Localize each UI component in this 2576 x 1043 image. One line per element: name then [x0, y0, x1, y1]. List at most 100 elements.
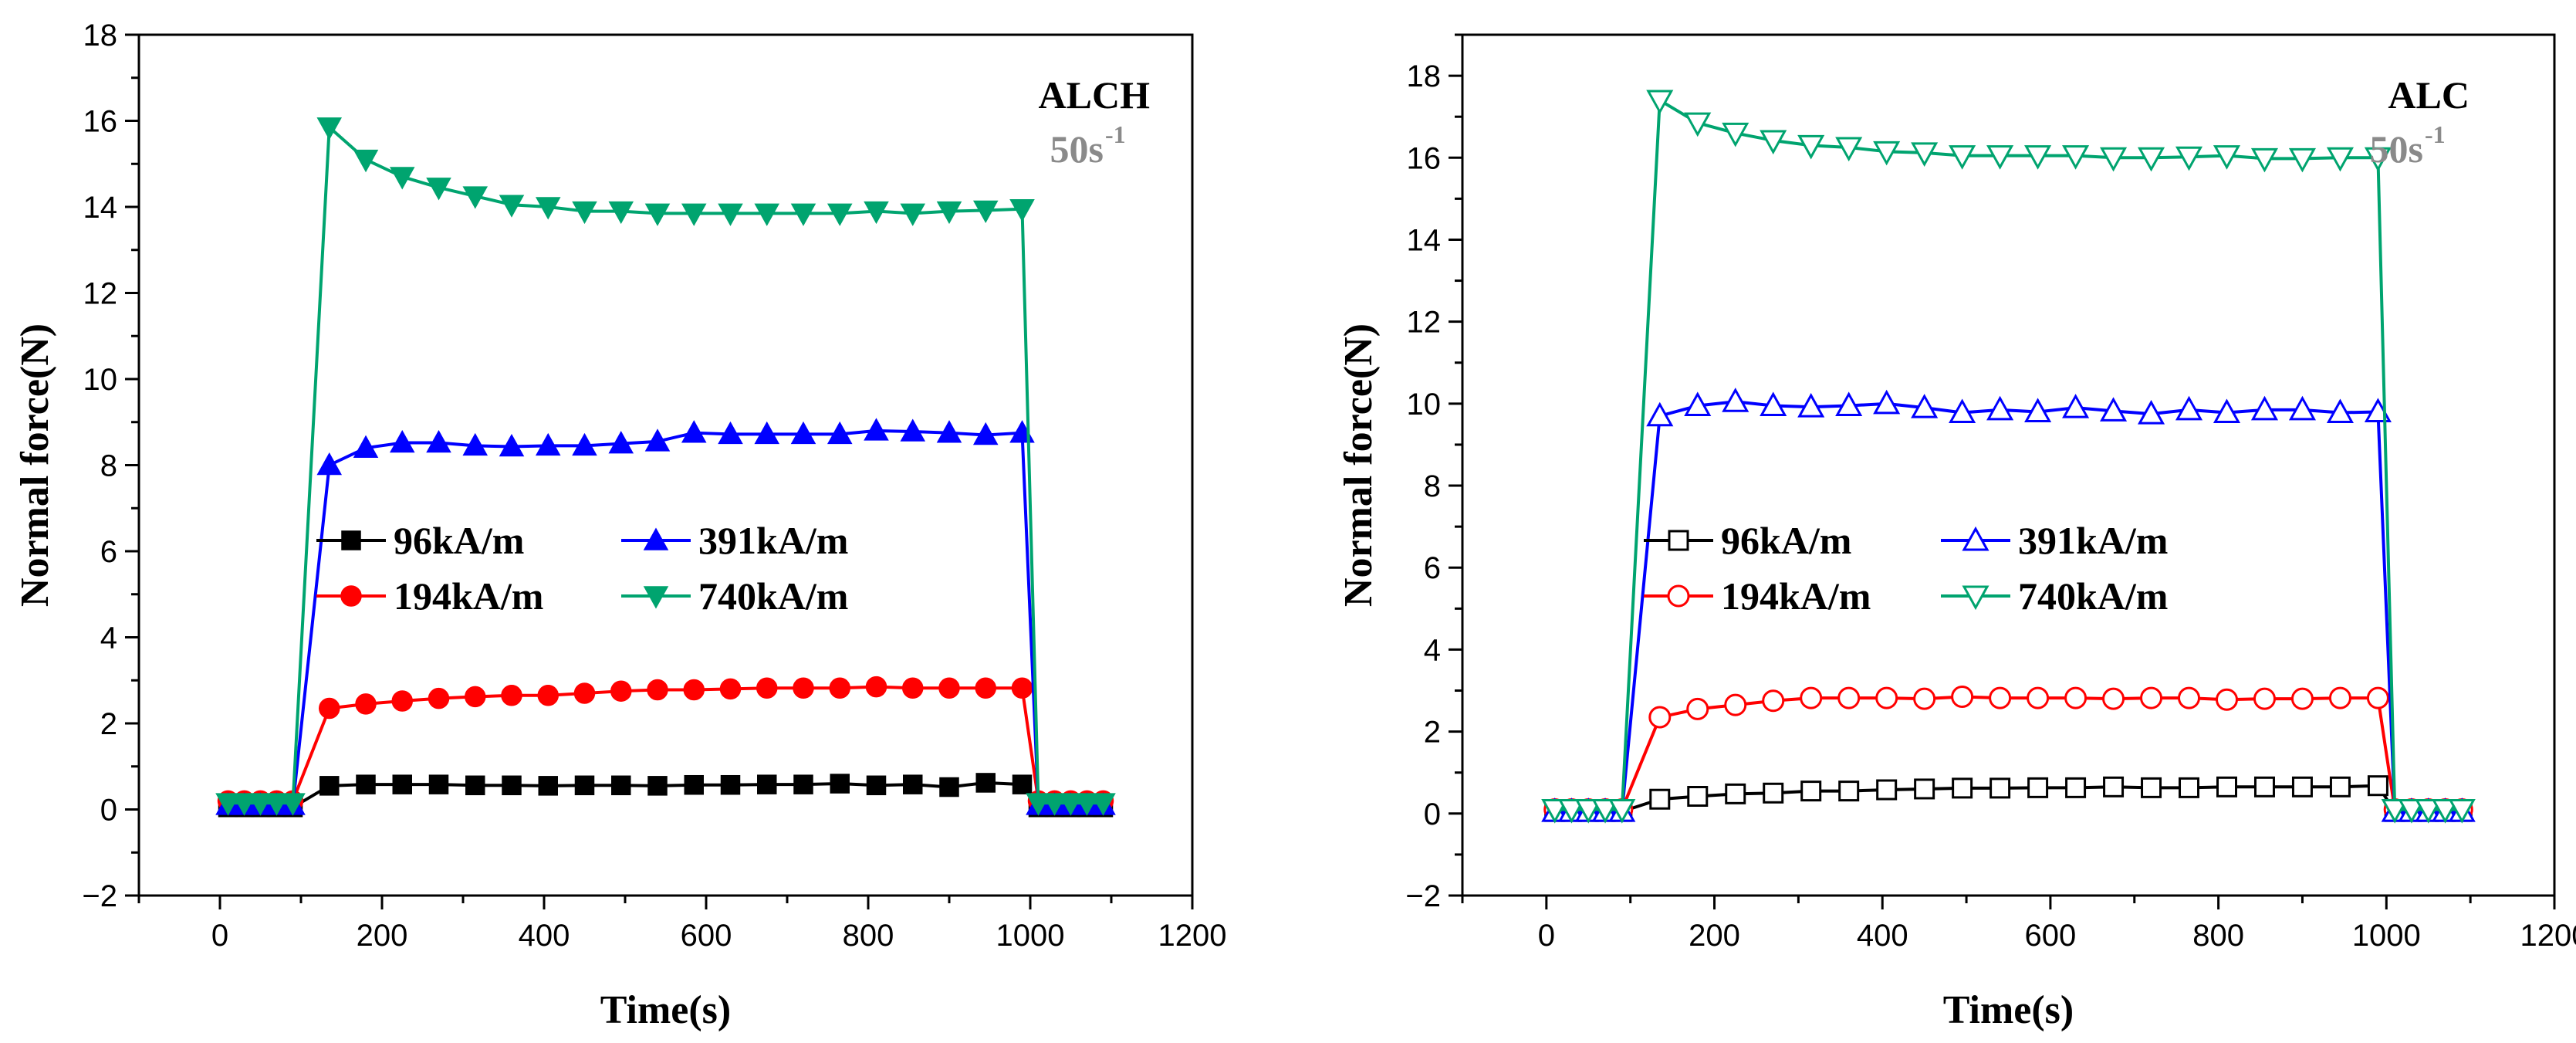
data-point-circle [610, 680, 632, 702]
x-tick-label: 400 [1857, 919, 1908, 953]
data-point-triangle-up [864, 418, 889, 441]
data-point-square [1838, 781, 1860, 802]
shear-rate-exponent: -1 [2425, 120, 2446, 148]
data-point-square [2253, 776, 2275, 797]
y-tick-label: 16 [1407, 141, 1442, 175]
data-point-square [2141, 777, 2162, 798]
data-point-triangle-down [864, 201, 889, 225]
data-point-circle [573, 682, 596, 704]
legend-item: 96kA/m [316, 519, 524, 562]
data-point-triangle-up [2213, 398, 2241, 424]
data-point-triangle-up [1911, 394, 1939, 418]
data-point-triangle-down [264, 793, 289, 816]
data-point-triangle-down [1026, 793, 1051, 816]
data-point-triangle-down [644, 203, 671, 226]
data-point-triangle-down [2448, 799, 2476, 824]
data-point-square [392, 774, 412, 794]
y-tick-label: −2 [1405, 879, 1441, 913]
data-point-triangle-up [718, 421, 743, 445]
data-point-triangle-up [2175, 395, 2203, 421]
y-tick-label: 0 [1424, 797, 1441, 831]
data-point-triangle-down [426, 178, 451, 201]
data-point-triangle-down [754, 203, 780, 226]
data-point-triangle-down [643, 586, 669, 609]
data-point-square [2367, 775, 2388, 797]
data-point-circle [2064, 686, 2088, 709]
data-point-triangle-down [2024, 145, 2052, 170]
data-point-triangle-down [2137, 147, 2165, 172]
data-point-triangle-up [2024, 398, 2052, 422]
data-point-triangle-up [462, 432, 488, 456]
data-point-triangle-up [790, 421, 816, 445]
y-tick-label: 4 [100, 621, 117, 655]
data-point-triangle-down [790, 203, 816, 226]
data-point-triangle-up [1835, 391, 1863, 417]
data-point-triangle-down [936, 201, 962, 225]
legend-item: 194kA/m [1644, 574, 1871, 618]
legend-label: 96kA/m [1721, 519, 1851, 562]
data-point-circle [1648, 706, 1672, 729]
y-tick-label: 4 [1424, 633, 1441, 667]
data-point-circle [2027, 686, 2050, 709]
data-point-circle [1989, 686, 2012, 709]
data-point-square [830, 774, 850, 794]
data-point-square [2103, 776, 2125, 797]
data-point-triangle-down [1090, 793, 1116, 816]
data-point-triangle-down [1574, 799, 1602, 824]
data-point-triangle-down [280, 793, 306, 816]
legend: 96kA/m 391kA/m 194kA/m 740kA/m [1644, 519, 2168, 618]
x-tick-label: 1200 [2520, 919, 2576, 953]
series-740kam [1541, 90, 2476, 824]
y-tick-label: 10 [83, 363, 118, 397]
data-point-triangle-down [2364, 147, 2392, 172]
data-point-triangle-up [316, 452, 343, 476]
data-point-triangle-down [827, 203, 853, 226]
x-tick-label: 1000 [2352, 919, 2421, 953]
data-point-triangle-up [972, 422, 999, 445]
data-point-triangle-down [1911, 142, 1939, 168]
data-point-circle [1667, 584, 1690, 608]
data-point-square [1800, 781, 1822, 802]
y-tick-label: −2 [82, 879, 117, 913]
y-tick-label: 2 [100, 707, 117, 741]
data-point-triangle-up [1986, 395, 2014, 421]
data-point-triangle-down [572, 201, 597, 225]
data-point-square [1876, 779, 1898, 801]
legend: 96kA/m 391kA/m 194kA/m 740kA/m [316, 519, 848, 618]
series-line [1554, 98, 2463, 811]
chart-alch: 0 200 400 600 800 1000 1200 −2 0 2 4 6 8 10 12 14 16 18 Ti… [13, 19, 1226, 1032]
y-tick-label: 14 [1407, 223, 1442, 257]
data-point-circle [1724, 693, 1747, 716]
data-point-circle [1951, 685, 1974, 708]
data-point-square [1914, 778, 1935, 800]
chart-alc: 0 200 400 600 800 1000 1200 −2 0 2 4 6 8 10 12 14 16 18 Ti… [1337, 33, 2576, 1032]
data-point-triangle-up [389, 429, 415, 453]
data-point-triangle-down [353, 149, 379, 173]
data-point-triangle-down [1591, 799, 1619, 824]
series-740kam [215, 117, 1116, 816]
data-point-circle [1875, 686, 1898, 709]
data-point-triangle-up [2062, 394, 2090, 418]
data-point-triangle-down [316, 117, 343, 141]
data-point-square [757, 774, 777, 794]
data-point-square [341, 530, 361, 550]
y-tick-label: 0 [100, 794, 117, 828]
data-point-square [2216, 776, 2237, 797]
y-tick-label: 10 [1407, 388, 1442, 422]
data-point-triangle-down [1608, 799, 1636, 824]
data-point-triangle-down [1986, 145, 2014, 170]
data-point-triangle-up [900, 418, 926, 442]
data-point-circle [2328, 686, 2351, 709]
data-point-circle [647, 679, 668, 701]
legend-label: 96kA/m [394, 519, 524, 562]
data-point-triangle-up [1873, 389, 1901, 415]
data-point-square [502, 775, 522, 796]
data-point-square [2065, 777, 2087, 798]
y-tick-label: 6 [1424, 551, 1441, 585]
legend-item: 740kA/m [621, 574, 848, 618]
data-point-square [428, 774, 449, 794]
series-line [228, 428, 1104, 807]
data-point-triangle-down [1797, 134, 1825, 160]
data-point-triangle-down [2175, 146, 2203, 171]
